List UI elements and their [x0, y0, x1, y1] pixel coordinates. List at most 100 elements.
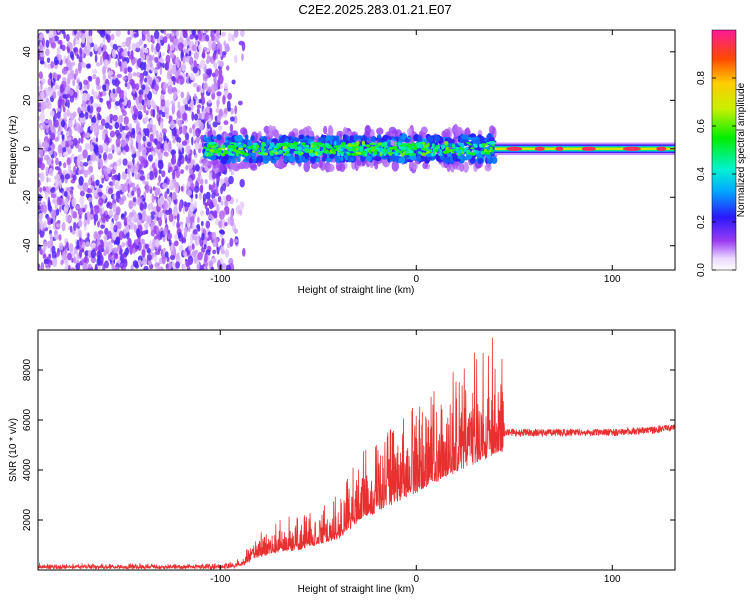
- noise-blob: [216, 41, 221, 48]
- noise-blob: [156, 60, 160, 70]
- noise-blob: [233, 238, 239, 244]
- noise-blob: [191, 250, 197, 257]
- noise-blob: [118, 118, 122, 125]
- noise-blob: [224, 248, 230, 258]
- band-core: [432, 151, 436, 155]
- noise-blob: [54, 166, 61, 171]
- noise-blob: [176, 221, 181, 229]
- noise-blob: [169, 184, 175, 191]
- noise-blob: [100, 118, 106, 127]
- noise-blob: [220, 249, 226, 255]
- noise-blob: [67, 136, 72, 141]
- noise-blob: [84, 204, 88, 210]
- noise-blob: [194, 141, 199, 150]
- noise-blob: [155, 265, 162, 270]
- noise-blob: [119, 98, 125, 103]
- noise-blob: [202, 247, 205, 253]
- noise-blob: [158, 216, 163, 227]
- noise-blob: [91, 68, 98, 75]
- noise-blob: [144, 244, 150, 249]
- noise-blob: [46, 240, 52, 249]
- noise-blob: [97, 144, 103, 153]
- noise-blob: [192, 235, 197, 241]
- noise-blob: [233, 54, 238, 64]
- noise-blob: [67, 215, 70, 224]
- noise-blob: [40, 78, 46, 84]
- noise-blob: [69, 45, 73, 50]
- band-core: [361, 151, 366, 155]
- noise-blob: [167, 196, 172, 205]
- noise-blob: [143, 43, 147, 48]
- noise-blob: [56, 111, 61, 119]
- noise-blob: [242, 247, 246, 257]
- noise-blob: [123, 182, 128, 193]
- noise-blob: [213, 82, 218, 91]
- band-core: [430, 146, 433, 149]
- noise-blob: [100, 224, 105, 229]
- noise-blob: [97, 255, 101, 261]
- noise-blob: [226, 65, 230, 71]
- noise-blob: [64, 173, 71, 180]
- noise-blob: [123, 60, 128, 69]
- noise-blob: [131, 190, 135, 196]
- noise-blob: [104, 260, 109, 269]
- noise-blob: [136, 134, 142, 144]
- noise-blob: [88, 30, 93, 37]
- band-blob: [417, 135, 423, 143]
- noise-blob: [165, 112, 170, 119]
- noise-blob: [40, 172, 45, 183]
- noise-blob: [156, 216, 159, 221]
- noise-blob: [64, 198, 69, 207]
- band-blob: [434, 136, 441, 142]
- band-core: [479, 143, 483, 148]
- noise-blob: [87, 197, 93, 203]
- noise-blob: [159, 35, 164, 41]
- y-tick-label: 40: [22, 46, 33, 58]
- band-core: [480, 150, 486, 155]
- noise-blob: [119, 248, 122, 256]
- noise-blob: [175, 169, 180, 179]
- noise-blob: [125, 168, 128, 175]
- noise-blob: [165, 54, 171, 64]
- noise-blob: [96, 84, 102, 90]
- noise-blob: [140, 49, 143, 59]
- noise-blob: [185, 55, 190, 63]
- band-blob: [422, 157, 426, 161]
- noise-blob: [42, 140, 48, 148]
- noise-blob: [198, 112, 203, 119]
- band-blob: [471, 136, 478, 141]
- noise-blob: [54, 137, 59, 142]
- band-core: [260, 146, 265, 151]
- band-core: [228, 147, 233, 152]
- band-blob: [216, 134, 222, 141]
- band-core: [308, 149, 314, 154]
- noise-blob: [150, 211, 156, 216]
- noise-blob: [90, 204, 94, 214]
- noise-blob: [127, 66, 133, 73]
- band-core: [229, 142, 235, 145]
- noise-blob: [124, 247, 129, 256]
- noise-blob: [65, 34, 70, 42]
- noise-blob: [209, 107, 213, 113]
- noise-blob: [144, 116, 149, 123]
- band-core: [273, 145, 279, 149]
- band-blob: [426, 135, 434, 143]
- band-core: [233, 142, 237, 146]
- noise-blob: [108, 211, 114, 216]
- noise-blob: [44, 154, 50, 161]
- noise-blob: [213, 213, 218, 219]
- band-blob: [294, 154, 300, 161]
- noise-blob: [108, 187, 113, 195]
- noise-blob: [113, 252, 119, 260]
- noise-blob: [80, 190, 85, 197]
- band-blob: [454, 158, 461, 162]
- noise-blob: [240, 30, 245, 37]
- band-core: [401, 143, 407, 147]
- noise-blob: [66, 157, 71, 166]
- band-halo: [323, 125, 328, 135]
- noise-blob: [113, 266, 119, 270]
- band-core: [208, 141, 214, 146]
- band-core: [410, 142, 415, 147]
- noise-blob: [79, 214, 82, 220]
- band-core: [215, 148, 218, 152]
